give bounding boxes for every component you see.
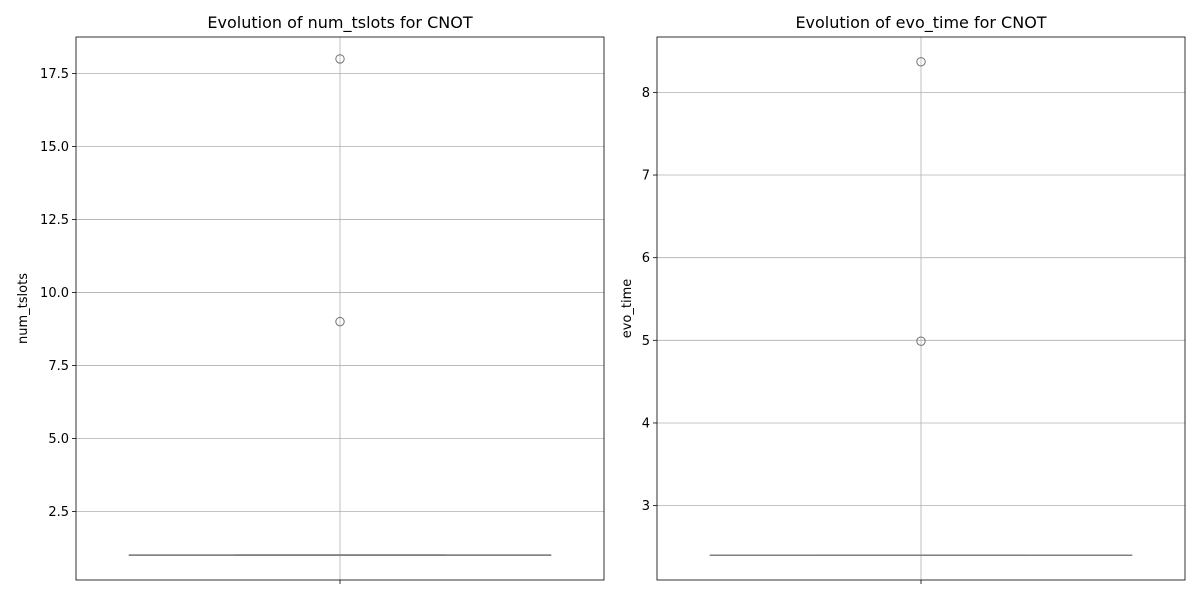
axes-frame — [75, 36, 605, 581]
y-tick-label: 10.0 — [40, 286, 69, 301]
y-axis-label: num_tslots — [16, 273, 31, 344]
y-tick-label: 3 — [642, 499, 650, 514]
chart-panel-1: 2.5 5.0 7.5 10.0 12.5 15.0 17.5 Evolution of nu… — [16, 13, 605, 584]
y-tick-label: 6 — [642, 251, 650, 266]
y-tick-label: 5.0 — [48, 432, 69, 447]
y-tick-label: 8 — [642, 86, 650, 101]
axes-frame — [656, 36, 1186, 581]
chart-title: Evolution of num_tslots for CNOT — [207, 13, 472, 33]
y-tick-label: 12.5 — [40, 213, 69, 228]
y-tick-label: 4 — [642, 416, 650, 431]
outlier-point — [916, 57, 926, 67]
outlier-point — [916, 336, 926, 346]
chart-panel-2: 3 4 5 6 7 8 Evolution of evo_time for CNOT evo_… — [620, 13, 1186, 584]
y-tick-label: 17.5 — [40, 67, 69, 82]
chart-title: Evolution of evo_time for CNOT — [795, 13, 1046, 33]
y-axis-label: evo_time — [620, 279, 635, 339]
outlier-point — [335, 54, 345, 64]
outlier-point — [335, 316, 345, 327]
y-tick-label: 7 — [642, 169, 650, 184]
y-tick-label: 7.5 — [48, 359, 69, 374]
y-tick-label: 2.5 — [48, 505, 69, 520]
y-tick-label: 5 — [642, 334, 650, 349]
y-tick-label: 15.0 — [40, 140, 69, 155]
